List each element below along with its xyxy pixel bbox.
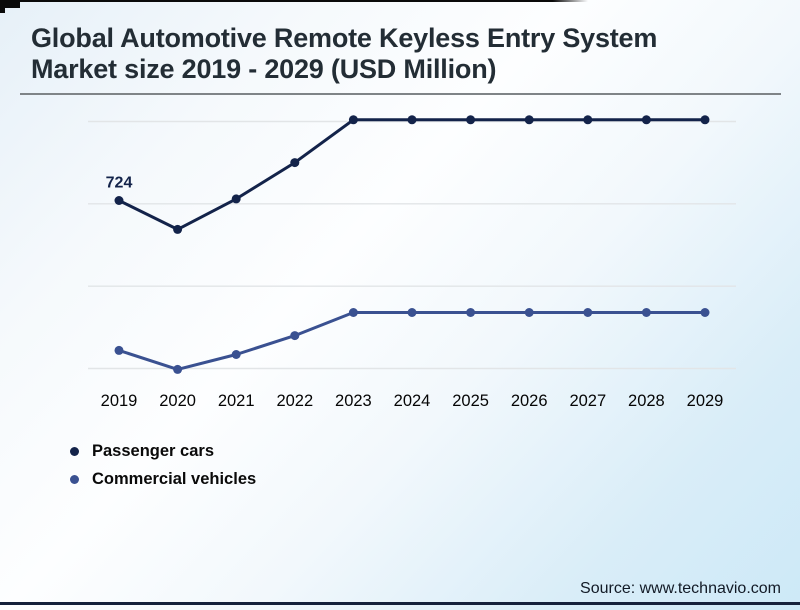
data-point-marker <box>641 308 651 317</box>
data-point-label: 724 <box>106 175 133 192</box>
source-attribution: Source: www.technavio.com <box>580 580 781 597</box>
chart-title: Global Automotive Remote Keyless Entry S… <box>31 23 771 85</box>
data-point-marker <box>700 115 710 125</box>
data-point-marker <box>641 115 651 125</box>
data-point-marker <box>348 115 358 125</box>
x-tick-label: 2028 <box>628 392 665 410</box>
series-line-passenger-cars <box>117 118 707 231</box>
legend-label-passenger-cars: Passenger cars <box>92 441 215 460</box>
legend: Passenger cars Commercial vehicles <box>70 437 256 493</box>
data-point-marker <box>524 115 534 125</box>
x-tick-label: 2019 <box>101 392 138 410</box>
window-edge-artifact-corner-side <box>0 0 5 13</box>
data-point-marker <box>524 308 534 317</box>
data-point-marker <box>466 308 476 317</box>
chart-title-line1: Global Automotive Remote Keyless Entry S… <box>31 23 658 53</box>
legend-item-passenger-cars: Passenger cars <box>70 437 256 465</box>
x-tick-label: 2027 <box>569 392 606 410</box>
data-point-marker <box>348 308 358 317</box>
x-tick-label: 2020 <box>159 392 196 410</box>
data-point-marker <box>583 115 593 125</box>
x-tick-label: 2021 <box>218 392 255 410</box>
x-tick-label: 2022 <box>276 392 313 410</box>
title-divider <box>20 93 781 95</box>
data-point-marker <box>407 308 417 317</box>
data-point-marker <box>583 308 593 317</box>
window-edge-artifact-top <box>0 0 588 2</box>
data-point-marker <box>231 350 241 359</box>
data-point-marker <box>114 196 124 205</box>
data-point-marker <box>466 115 476 125</box>
data-point-marker <box>290 158 300 168</box>
data-point-marker <box>231 194 241 204</box>
x-tick-label: 2025 <box>452 392 489 410</box>
window-edge-artifact-corner <box>0 0 20 8</box>
legend-label-commercial-vehicles: Commercial vehicles <box>92 469 257 488</box>
footer-divider <box>0 602 800 605</box>
data-point-marker <box>700 308 710 317</box>
x-tick-label: 2026 <box>511 392 548 410</box>
data-point-marker <box>173 364 183 374</box>
x-tick-label: 2023 <box>335 392 372 410</box>
data-point-marker <box>114 345 124 355</box>
legend-item-commercial-vehicles: Commercial vehicles <box>70 465 256 493</box>
series-line-commercial-vehicles <box>117 311 707 371</box>
chart-title-line2: Market size 2019 - 2029 (USD Million) <box>31 54 497 84</box>
passenger-cars-dot-icon <box>70 446 79 456</box>
x-tick-label: 2029 <box>687 392 724 410</box>
data-point-marker <box>290 331 300 341</box>
commercial-vehicles-dot-icon <box>70 474 79 484</box>
data-point-marker <box>407 115 417 125</box>
data-point-marker <box>173 224 183 234</box>
x-tick-label: 2024 <box>394 392 431 410</box>
